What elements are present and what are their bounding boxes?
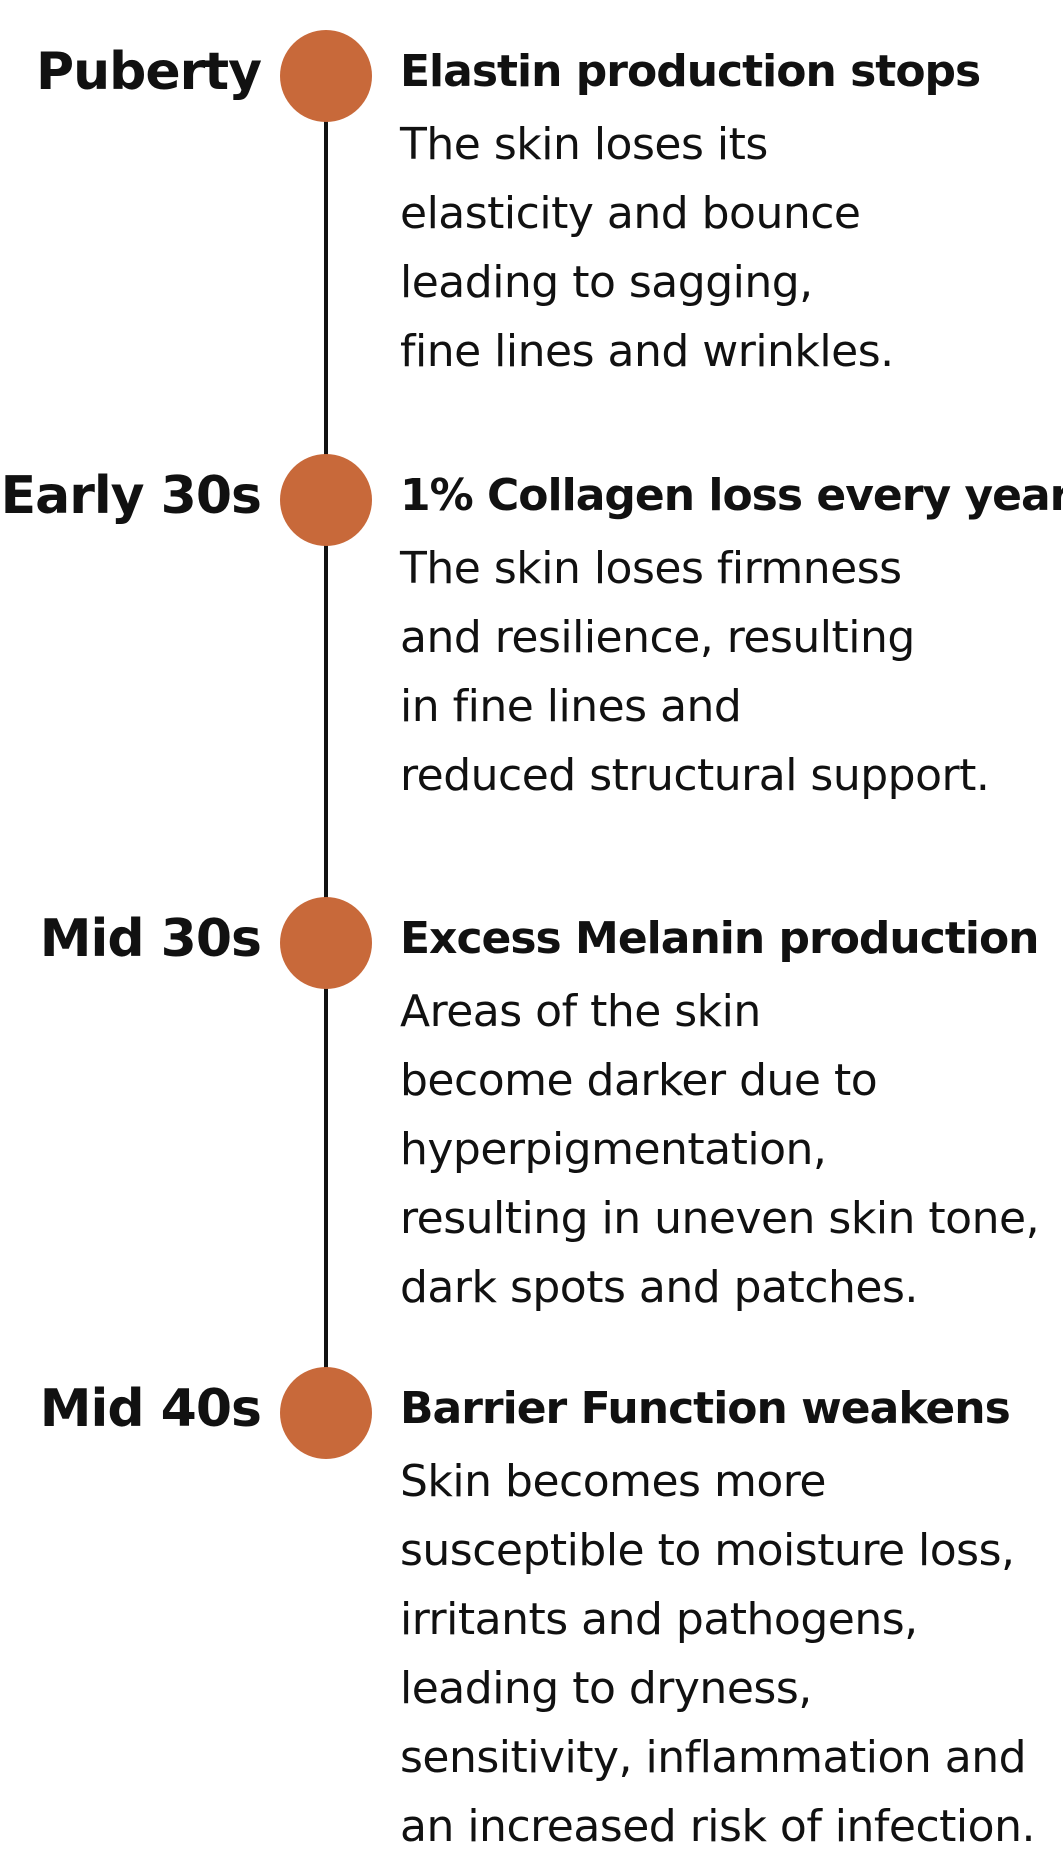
stage-age: Mid 40s xyxy=(39,1379,262,1439)
stage-age: Mid 30s xyxy=(39,909,262,969)
description-line: leading to sagging, xyxy=(400,257,813,308)
stage-description: The skin loses its elasticity and bounce… xyxy=(400,110,1060,386)
timeline-dot xyxy=(280,30,372,122)
description-line: reduced structural support. xyxy=(400,750,990,801)
description-line: Skin becomes more xyxy=(400,1456,826,1507)
description-line: Areas of the skin xyxy=(400,986,761,1037)
stage-title: Barrier Function weakens xyxy=(400,1383,1011,1434)
description-line: an increased risk of infection. xyxy=(400,1801,1035,1852)
stage-title: 1% Collagen loss every year xyxy=(400,470,1063,521)
description-line: The skin loses its xyxy=(400,119,768,170)
description-line: leading to dryness, xyxy=(400,1663,812,1714)
stage-age: Puberty xyxy=(35,42,262,102)
description-line: irritants and pathogens, xyxy=(400,1594,918,1645)
stage-age: Early 30s xyxy=(0,466,262,526)
description-line: and resilience, resulting xyxy=(400,612,915,663)
stage-description: Skin becomes more susceptible to moistur… xyxy=(400,1447,1060,1861)
timeline-dot xyxy=(280,897,372,989)
timeline-dot xyxy=(280,1367,372,1459)
timeline-dot xyxy=(280,454,372,546)
description-line: susceptible to moisture loss, xyxy=(400,1525,1015,1576)
description-line: elasticity and bounce xyxy=(400,188,861,239)
description-line: become darker due to xyxy=(400,1055,878,1106)
stage-description: The skin loses firmness and resilience, … xyxy=(400,534,1060,810)
description-line: sensitivity, inflammation and xyxy=(400,1732,1027,1783)
description-line: The skin loses firmness xyxy=(400,543,902,594)
description-line: dark spots and patches. xyxy=(400,1262,918,1313)
stage-description: Areas of the skin become darker due to h… xyxy=(400,977,1060,1322)
timeline-line xyxy=(324,68,328,1408)
description-line: fine lines and wrinkles. xyxy=(400,326,894,377)
stage-title: Excess Melanin production xyxy=(400,913,1040,964)
description-line: resulting in uneven skin tone, xyxy=(400,1193,1040,1244)
description-line: hyperpigmentation, xyxy=(400,1124,827,1175)
description-line: in fine lines and xyxy=(400,681,742,732)
stage-title: Elastin production stops xyxy=(400,46,981,97)
